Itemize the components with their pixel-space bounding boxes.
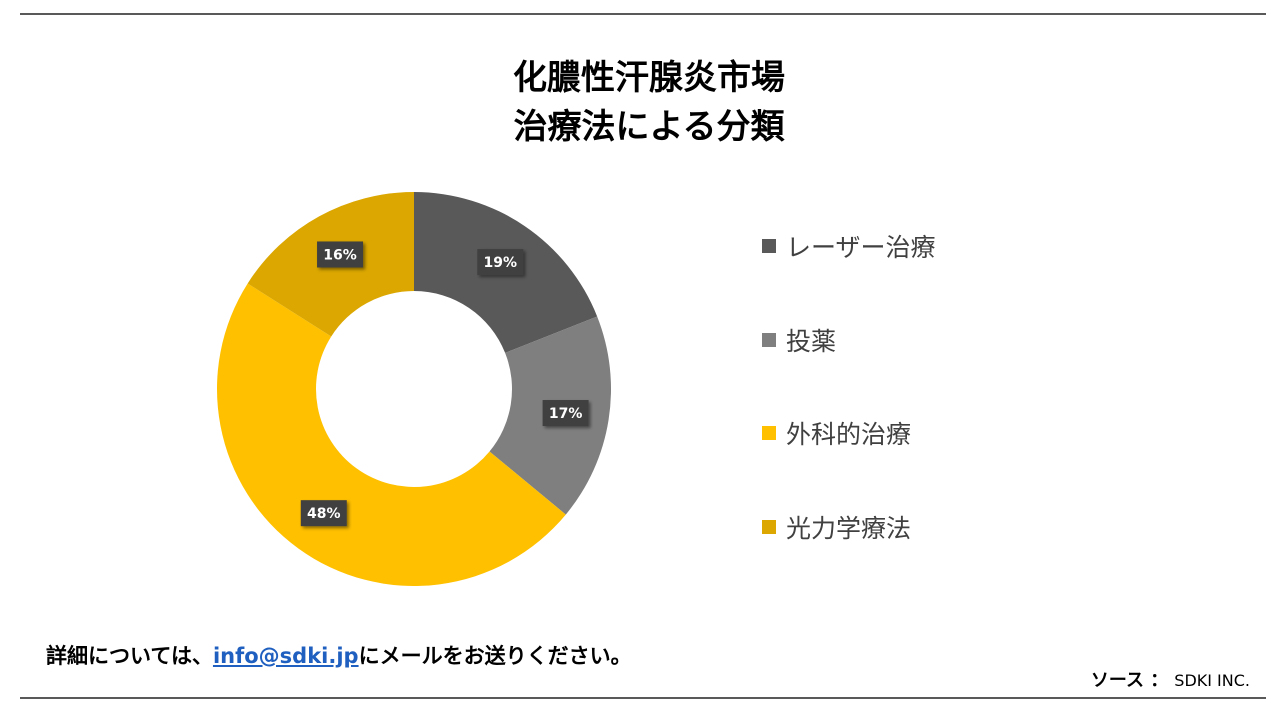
data-label-2: 17%: [542, 400, 589, 427]
data-label-box-4: [317, 241, 364, 268]
legend-item-4: 光力学療法: [762, 512, 912, 543]
source-label: ソース ：: [1090, 670, 1169, 691]
data-label-box-3: [300, 500, 347, 527]
contact-prefix: 詳細については、: [46, 644, 213, 668]
legend-swatch-4: [762, 520, 776, 534]
chart-title-line-1: 化膿性汗腺炎市場: [513, 58, 785, 98]
data-label-text-4: 16%: [323, 247, 357, 263]
data-label-3: 48%: [300, 500, 347, 527]
data-label-4: 16%: [317, 241, 364, 268]
contact-suffix: にメールをお送りください。: [358, 644, 632, 668]
data-label-box-1: [477, 249, 524, 276]
data-label-box-2: [542, 400, 589, 427]
data-label-1: 19%: [477, 249, 524, 276]
source-credit: ソース ： SDKI INC.: [1091, 666, 1250, 692]
legend-label-4: 光力学療法: [786, 514, 912, 543]
legend-label-2: 投薬: [786, 327, 837, 356]
source-value: SDKI INC.: [1174, 671, 1250, 690]
legend-swatch-1: [762, 239, 776, 253]
legend-label-1: レーザー治療: [786, 233, 936, 262]
legend-item-1: レーザー治療: [762, 231, 936, 262]
legend-item-2: 投薬: [762, 325, 837, 356]
data-label-text-1: 19%: [484, 255, 518, 271]
chart-title: 化膿性汗腺炎市場 治療法による分類: [0, 54, 1280, 152]
top-divider: [20, 13, 1266, 15]
chart-title-line-2: 治療法による分類: [513, 107, 785, 147]
legend-label-3: 外科的治療: [786, 420, 912, 449]
bottom-divider: [20, 697, 1266, 699]
data-label-text-3: 48%: [307, 506, 341, 522]
data-label-text-2: 17%: [549, 406, 583, 422]
contact-email-link[interactable]: info@sdki.jp: [212, 644, 359, 668]
legend-swatch-3: [762, 426, 776, 440]
contact-note: 詳細については、info@sdki.jpにメールをお送りください。: [46, 640, 632, 670]
legend-swatch-2: [762, 333, 776, 347]
legend-item-3: 外科的治療: [762, 418, 912, 449]
